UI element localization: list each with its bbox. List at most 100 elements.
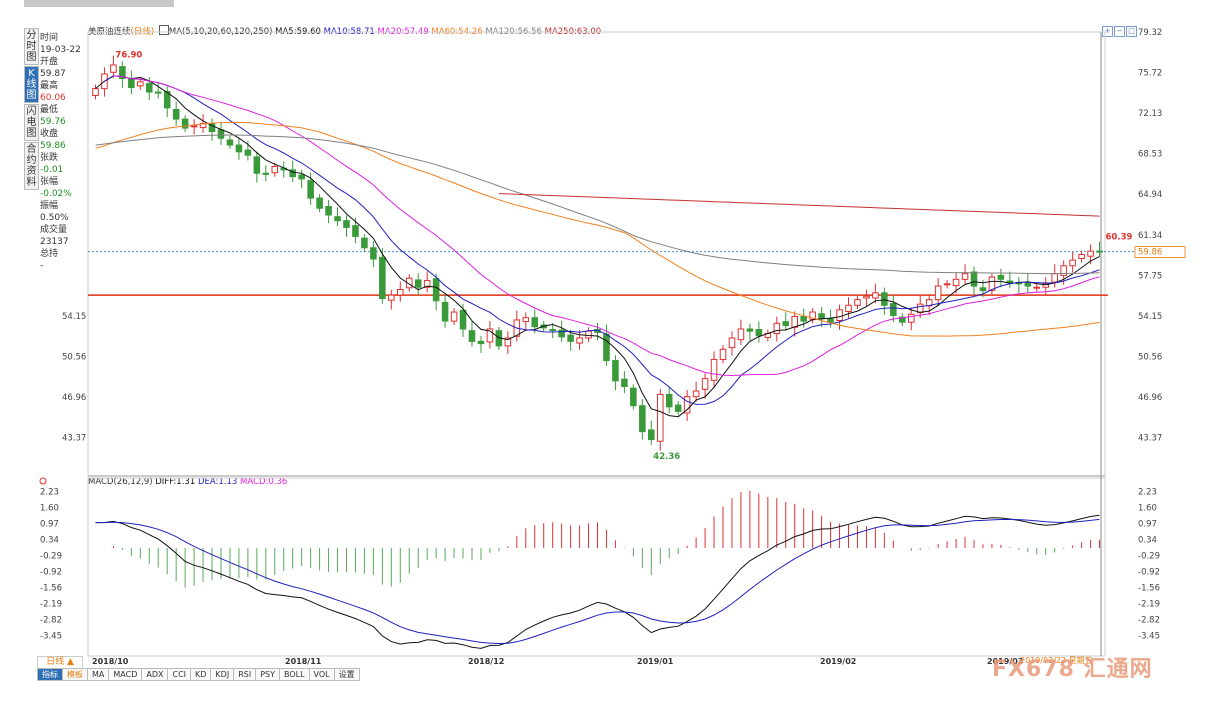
candle-body [907, 313, 915, 323]
x-tick-label: 2018/11 [285, 657, 322, 666]
candle-body [970, 271, 978, 287]
candle-body [952, 278, 960, 287]
candle-body [621, 378, 628, 388]
candle-74 [755, 321, 763, 343]
indicator-tab-9[interactable]: PSY [256, 668, 280, 681]
candle-body [110, 64, 117, 73]
indicator-tab-4[interactable]: ADX [142, 668, 169, 681]
candle-body [1087, 250, 1094, 257]
candle-36 [414, 273, 422, 296]
indicator-tab-2[interactable]: MA [88, 668, 110, 681]
macd-tick-left: 0.34 [40, 535, 59, 545]
candle-body [396, 288, 404, 296]
indicator-tab-0[interactable]: 指标 [37, 668, 63, 681]
candle-body [316, 197, 323, 209]
candle-body [773, 322, 781, 334]
tab-kline[interactable]: K线图 [24, 66, 39, 103]
candle-body [800, 316, 807, 322]
candle-body [791, 316, 799, 328]
x-tick-label: 2018/12 [468, 657, 504, 666]
amp-value: 0.50% [40, 213, 69, 223]
candle-106 [1042, 277, 1050, 296]
candle-64 [665, 386, 673, 414]
candle-54 [576, 329, 583, 350]
macd-tick-left: 1.60 [40, 503, 59, 513]
candle-body [576, 337, 583, 344]
candle-body [665, 393, 673, 408]
indicator-tab-5[interactable]: CCI [168, 668, 192, 681]
macd-params: MACD(26,12,9) [88, 477, 153, 487]
indicator-tab-11[interactable]: VOL [309, 668, 335, 681]
open-value: 59.87 [40, 69, 66, 79]
candle-body [244, 149, 252, 156]
candle-body [674, 404, 682, 412]
macd-tick-right: -2.19 [1138, 600, 1160, 610]
candle-body [934, 285, 942, 301]
candle-body [361, 237, 368, 249]
candle-25 [316, 194, 323, 213]
indicator-tab-8[interactable]: RSI [234, 668, 257, 681]
candle-23 [298, 169, 305, 189]
candle-33 [388, 289, 395, 310]
tab-timeshare[interactable]: 分时图 [24, 28, 39, 65]
candle-body [1078, 253, 1085, 259]
indicator-tab-6[interactable]: KD [191, 668, 212, 681]
candle-75 [764, 329, 772, 342]
tab-flash[interactable]: 闪电图 [24, 104, 39, 141]
candle-85 [854, 295, 861, 310]
macd-tick-right: 0.34 [1138, 535, 1157, 545]
candle-body [145, 83, 153, 93]
price-panel-frame [87, 31, 1106, 477]
low-label: 最低 [40, 105, 59, 115]
low-annotation: 42.36 [653, 452, 680, 462]
candle-body [737, 328, 745, 341]
fullscreen-icon[interactable]: □ [1126, 26, 1137, 37]
indicator-tab-12[interactable]: 设置 [334, 668, 360, 681]
candle-1 [101, 67, 108, 97]
y-tick-right: 50.56 [1138, 352, 1162, 362]
macd-legend: MACD(26,12,9) DIFF:1.31 DEA:1.13 MACD:0.… [88, 477, 287, 487]
candle-31 [370, 241, 377, 268]
candle-16 [235, 138, 243, 160]
candle-40 [450, 308, 458, 326]
y-tick-right: 75.72 [1138, 69, 1162, 79]
candle-51 [549, 322, 556, 339]
indicator-tab-10[interactable]: BOLL [279, 668, 310, 681]
macd-tick-left: -1.56 [40, 584, 62, 594]
candle-8 [163, 86, 171, 118]
candle-90 [899, 313, 906, 327]
indicator-tab-1[interactable]: 模板 [63, 668, 88, 681]
candle-87 [872, 283, 879, 304]
pct-value: -0.02% [40, 189, 72, 199]
candle-body [1042, 283, 1050, 288]
candle-body [531, 317, 539, 328]
x-tick-label: 2019/01 [637, 657, 674, 666]
ma-settings-icon[interactable] [158, 25, 169, 35]
candle-39 [441, 294, 449, 328]
candle-body [486, 328, 494, 343]
candle-55 [585, 327, 592, 342]
top-scroll-bar[interactable] [24, 0, 174, 7]
candle-body [692, 390, 700, 398]
candle-68 [701, 373, 709, 399]
zoom-out-icon[interactable]: − [1114, 26, 1125, 37]
candle-body [226, 139, 234, 146]
macd-tick-left: -2.82 [40, 616, 62, 626]
ma10-line [104, 75, 1100, 405]
tab-contract-info[interactable]: 合约资料 [24, 142, 39, 190]
indicator-tab-3[interactable]: MACD [109, 668, 143, 681]
indicator-tab-7[interactable]: KDJ [211, 668, 235, 681]
candle-body [137, 81, 144, 87]
candle-body [899, 316, 906, 323]
candle-86 [863, 289, 870, 306]
macd-tick-left: -2.19 [40, 600, 62, 610]
macd-tick-right: -0.92 [1138, 567, 1160, 577]
candle-body [325, 206, 332, 216]
candle-body [423, 279, 431, 288]
candle-body [441, 301, 449, 322]
candle-body [181, 118, 189, 129]
macd-tick-right: -3.45 [1138, 632, 1160, 642]
candle-15 [226, 136, 234, 150]
y-tick-right: 46.96 [1138, 393, 1162, 403]
